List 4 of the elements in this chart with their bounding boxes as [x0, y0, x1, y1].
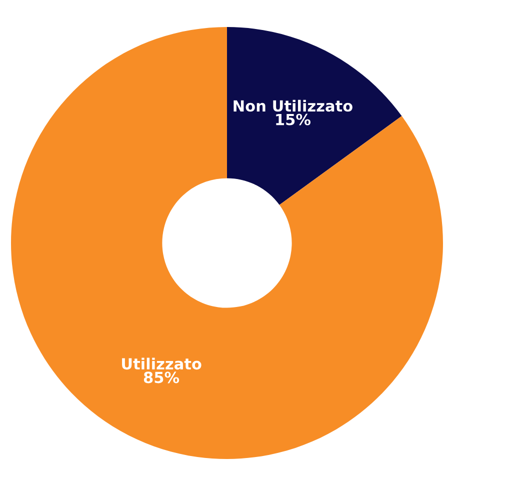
data-label: 85% [144, 372, 180, 384]
data-label: 15% [276, 114, 310, 126]
slice-label: Non Utilizzato [234, 100, 352, 112]
slice-label: Utilizzato [122, 358, 202, 370]
